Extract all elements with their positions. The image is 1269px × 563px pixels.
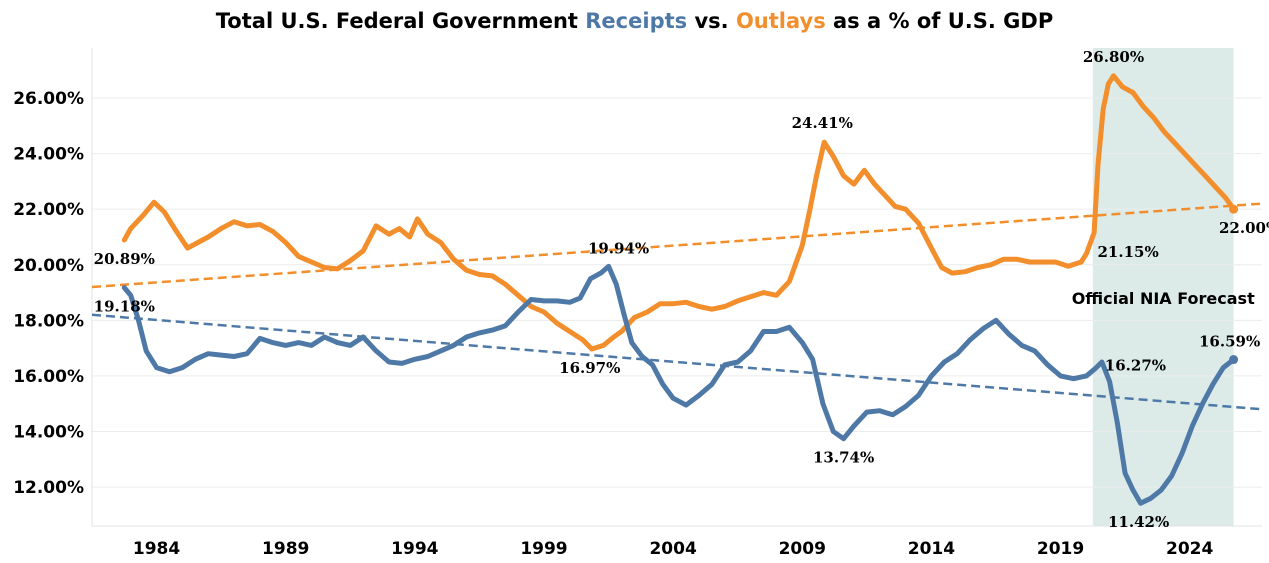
x-tick-label: 1994 (391, 539, 438, 559)
outlays-data-label: 26.80% (1083, 48, 1144, 66)
receipts-line (121, 263, 1237, 506)
axes: 12.00% 14.00% 16.00% 18.00% 20.00% 22.00% 24.0… (13, 48, 1262, 559)
x-tick-label: 2024 (1166, 539, 1213, 559)
data-labels: 20.89% 16.97% 24.41% 26.80% 21.15% 22.00% 19.1… (94, 48, 1269, 531)
y-tick-label: 16.00% (13, 367, 84, 387)
annotations: Official NIA Forecast (1072, 289, 1255, 308)
y-tick-label: 12.00% (13, 478, 84, 498)
outlays-data-label: 20.89% (94, 250, 155, 268)
x-tick-label: 2014 (908, 539, 955, 559)
forecast-band (1092, 48, 1234, 526)
x-tick-label: 1999 (520, 539, 567, 559)
y-tick-label: 22.00% (13, 200, 84, 220)
forecast-label: Official NIA Forecast (1072, 289, 1255, 308)
receipts-data-label: 16.59% (1199, 333, 1260, 351)
outlays-end-point (1229, 204, 1239, 214)
outlays-data-label: 22.00% (1219, 219, 1269, 237)
receipts-end-point (1229, 355, 1239, 365)
outlays-data-label: 24.41% (792, 114, 853, 132)
title-prefix: Total U.S. Federal Government (215, 9, 586, 33)
forecast-band-layer (1092, 48, 1234, 526)
y-tick-label: 14.00% (13, 423, 84, 443)
series-lines (121, 73, 1239, 506)
receipts-data-label: 19.94% (588, 239, 649, 257)
x-tick-label: 2019 (1037, 539, 1084, 559)
title-suffix: as a % of U.S. GDP (825, 9, 1054, 33)
outlays-line (121, 73, 1237, 352)
title-receipts-word: Receipts (585, 9, 688, 33)
title-middle: vs. (687, 9, 736, 33)
title-outlays-word: Outlays (735, 9, 826, 33)
y-tick-label: 26.00% (13, 89, 84, 109)
outlays-data-label: 16.97% (559, 359, 620, 377)
receipts-trend-line (91, 313, 1263, 411)
x-tick-label: 2009 (779, 539, 826, 559)
outlays-trend-line (91, 202, 1263, 289)
y-tick-label: 24.00% (13, 145, 84, 165)
outlays-data-label: 21.15% (1098, 243, 1159, 261)
receipts-data-label: 11.42% (1108, 513, 1169, 531)
x-tick-label: 2004 (649, 539, 696, 559)
x-tick-label: 1989 (262, 539, 309, 559)
receipts-data-label: 19.18% (94, 298, 155, 316)
y-tick-label: 18.00% (13, 311, 84, 331)
y-tick-label: 20.00% (13, 256, 84, 276)
receipts-data-label: 16.27% (1105, 356, 1166, 374)
receipts-data-label: 13.74% (813, 449, 874, 467)
x-tick-label: 1984 (133, 539, 180, 559)
gridlines (92, 97, 1262, 488)
chart-title: Total U.S. Federal Government Receipts v… (0, 9, 1269, 33)
